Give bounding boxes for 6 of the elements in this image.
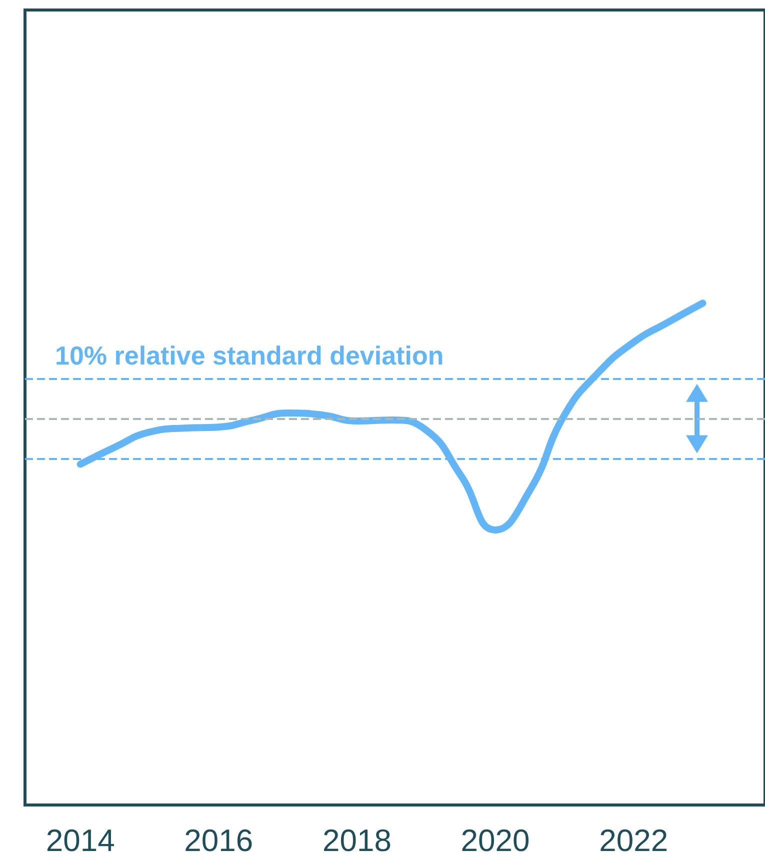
x-tick-label: 2022 (599, 823, 668, 857)
x-tick-label: 2020 (460, 823, 530, 857)
x-tick-label: 2018 (322, 823, 392, 857)
ref-line-label: 10% relative standard deviation (55, 340, 444, 370)
x-tick-label: 2014 (46, 823, 115, 857)
x-tick-label: 2016 (184, 823, 254, 857)
